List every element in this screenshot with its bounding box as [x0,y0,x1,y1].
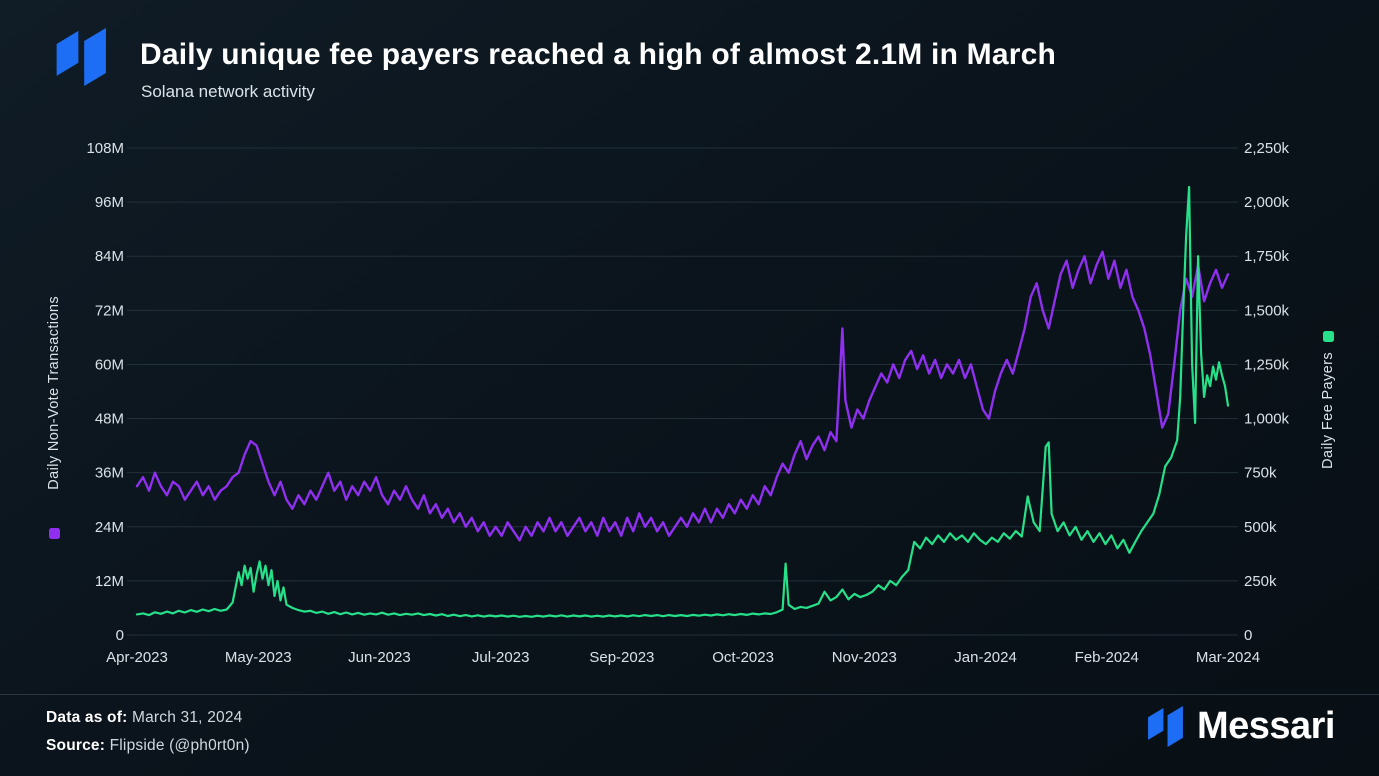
right-axis-tick-label: 500k [1244,519,1277,536]
brand-wordmark: Messari [1196,705,1336,747]
x-axis-tick-label: Jul-2023 [472,649,530,666]
left-axis-tick-label: 72M [95,302,124,319]
x-axis-tick-label: Mar-2024 [1196,649,1260,666]
x-axis-tick-label: Sep-2023 [589,649,654,666]
x-axis-tick-label: Jun-2023 [348,649,411,666]
left-axis-tick-label: 60M [95,356,124,373]
data-as-of-value: March 31, 2024 [131,709,243,726]
data-as-of-line: Data as of: March 31, 2024 [46,709,242,727]
messari-logo-icon [56,28,106,86]
left-axis-tick-label: 96M [95,194,124,211]
right-axis-tick-label: 2,000k [1244,194,1290,211]
left-axis-tick-label: 108M [86,140,124,157]
left-axis-tick-label: 36M [95,465,124,482]
messari-brand-icon [1148,706,1183,747]
right-axis-tick-label: 1,500k [1244,302,1290,319]
x-axis-tick-label: Nov-2023 [832,649,897,666]
left-axis-tick-label: 48M [95,411,124,428]
left-axis-tick-label: 24M [95,519,124,536]
footer-divider [0,694,1379,695]
right-axis-tick-label: 0 [1244,627,1252,644]
left-axis-tick-label: 12M [95,573,124,590]
x-axis-tick-label: Oct-2023 [712,649,774,666]
page-title: Daily unique fee payers reached a high o… [140,38,1056,71]
x-axis-tick-label: May-2023 [225,649,292,666]
x-axis-tick-label: Feb-2024 [1075,649,1139,666]
source-label: Source: [46,737,106,754]
x-axis-tick-label: Apr-2023 [106,649,168,666]
source-line: Source: Flipside (@ph0rt0n) [46,737,250,755]
data-as-of-label: Data as of: [46,709,128,726]
right-axis-tick-label: 1,750k [1244,248,1290,265]
source-value: Flipside (@ph0rt0n) [109,737,250,754]
brand-footer: Messari [1148,705,1336,748]
legend-swatch-non-vote-transactions [49,528,60,539]
left-axis-tick-label: 0 [116,627,124,644]
series-line-non-vote-transactions [135,250,1230,542]
x-axis-tick-label: Jan-2024 [954,649,1017,666]
right-axis-title: Daily Fee Payers [1320,352,1336,469]
page-subtitle: Solana network activity [141,82,315,101]
left-axis-tick-label: 84M [95,248,124,265]
series-line-fee-payers [135,185,1230,618]
chart-plot-area: 0 0 12M 250k 24M 500k 36M 750k 48M 1,000k 60M 1,250… [86,140,1290,666]
right-axis-tick-label: 1,000k [1244,411,1290,428]
left-axis-title: Daily Non-Vote Transactions [46,296,62,490]
legend-swatch-fee-payers [1323,331,1334,342]
right-axis-tick-label: 250k [1244,573,1277,590]
right-axis-tick-label: 750k [1244,465,1277,482]
right-axis-tick-label: 1,250k [1244,356,1290,373]
right-axis-tick-label: 2,250k [1244,140,1290,157]
